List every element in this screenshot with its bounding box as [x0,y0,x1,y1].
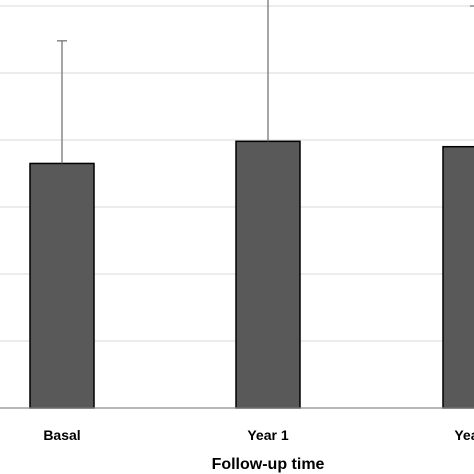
bar [235,140,301,409]
x-tick-label: Basal [43,427,80,443]
x-tick-label: Year 1 [247,427,288,443]
x-tick-labels: Basal Year 1 Year 2 [43,427,474,443]
bar [29,162,95,409]
bars [29,140,474,409]
bar [442,145,474,409]
error-bars [57,0,474,164]
x-tick-label: Year 2 [454,427,474,443]
x-axis-title: Follow-up time [212,456,325,473]
